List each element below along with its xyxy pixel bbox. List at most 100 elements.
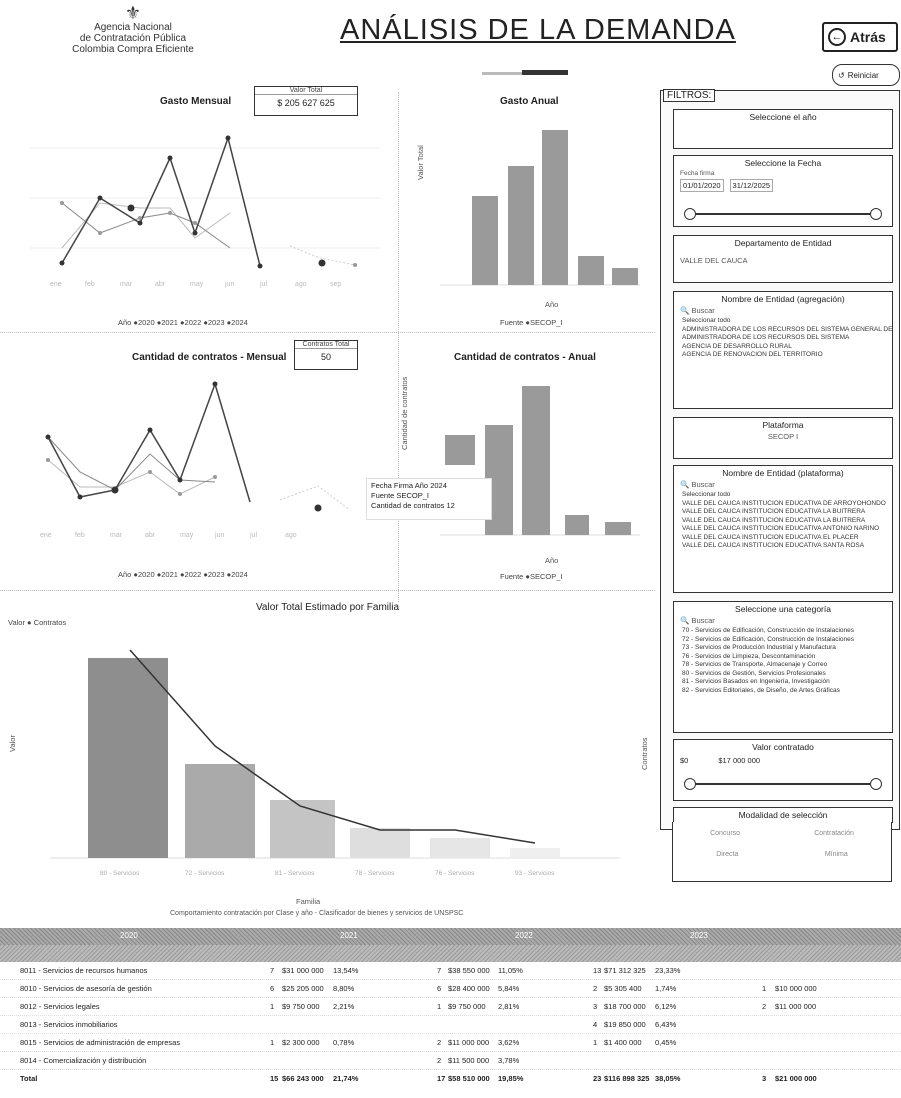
org-name-line2: de Contratación Pública [79, 33, 187, 44]
list-item[interactable]: AGENCIA DE RENOVACIÓN DEL TERRITORIO [682, 351, 823, 358]
svg-text:ago: ago [285, 532, 297, 539]
category-filter[interactable]: Seleccione una categoría 🔍 Buscar 70 - S… [673, 601, 893, 733]
annual-contracts-title: Cantidad de contratos - Anual [454, 352, 596, 363]
list-item[interactable]: 82 - Servicios Editoriales, de Diseño, d… [682, 686, 840, 694]
family-chart-title: Valor Total Estimado por Familia [256, 602, 400, 613]
table-cell: $9 750 000 [448, 1002, 486, 1011]
filters-header: FILTROS: [663, 89, 716, 102]
row-label: 8010 - Servicios de asesoría de gestión [20, 984, 152, 993]
list-item[interactable]: ADMINISTRADORA DE LOS RECURSOS DEL SISTE… [682, 334, 850, 341]
svg-text:sep: sep [330, 281, 341, 288]
table-cell: 1 [437, 1002, 442, 1011]
svg-text:jun: jun [224, 281, 234, 288]
svg-text:feb: feb [75, 532, 85, 539]
family-chart-ylabel: Valor [8, 735, 17, 752]
year-header: 2023 [690, 931, 708, 940]
total-contracts-card: Contratos Total 50 [294, 340, 358, 370]
table-cell: $66 243 000 [282, 1074, 324, 1083]
platform-filter[interactable]: Plataforma SECOP I [673, 417, 893, 459]
entity-search[interactable]: 🔍 Buscar [680, 306, 715, 315]
family-chart-xlabel: Familia [296, 897, 321, 906]
table-cell: 23 [593, 1074, 602, 1083]
entity-platform-filter-title: Nombre de Entidad (plataforma) [722, 468, 844, 478]
date-slider-end-handle[interactable] [870, 208, 882, 220]
table-caption: Comportamiento contratación por Clase y … [170, 910, 464, 917]
entity-platform-search[interactable]: 🔍 Buscar [680, 480, 715, 489]
svg-text:abr: abr [145, 532, 156, 539]
svg-text:ene: ene [40, 532, 52, 539]
total-value-card: Valor Total $ 205 627 625 [254, 86, 358, 116]
svg-text:may: may [190, 281, 204, 288]
list-item[interactable]: Seleccionar todo [682, 491, 731, 498]
list-item[interactable]: VALLE DEL CAUCA INSTITUCION EDUCATIVA SA… [682, 542, 865, 549]
table-cell: 4 [593, 1020, 598, 1029]
table-cell: 2,81% [498, 1002, 520, 1011]
value-slider-max-handle[interactable] [870, 778, 882, 790]
date-slider-start-handle[interactable] [684, 208, 696, 220]
list-item[interactable]: 73 - Servicios de Producción Industrial … [682, 644, 836, 651]
value-filter[interactable]: Valor contratado $0 $17 000 000 [673, 739, 893, 801]
year-filter[interactable]: Seleccione el año [673, 109, 893, 149]
list-item[interactable]: VALLE DEL CAUCA INSTITUCION EDUCATIVA LA… [682, 508, 866, 515]
row-label: 8014 - Comercialización y distribución [20, 1056, 147, 1065]
svg-text:78 - Servicios: 78 - Servicios [355, 870, 395, 877]
list-item[interactable]: 72 - Servicios de Edificación, Construcc… [682, 635, 854, 643]
org-name-line1: Agencia Nacional [94, 22, 172, 33]
list-item[interactable]: 70 - Servicios de Edificación, Construcc… [682, 627, 854, 634]
tooltip-count: Cantidad de contratos 12 [371, 501, 455, 510]
table-cell: 2 [437, 1038, 442, 1047]
department-filter[interactable]: Departamento de Entidad VALLE DEL CAUCA [673, 235, 893, 283]
svg-text:mar: mar [110, 532, 123, 539]
row-label: 8015 - Servicios de administración de em… [20, 1038, 181, 1047]
back-button-label: Atrás [850, 29, 886, 45]
entity-filter[interactable]: Nombre de Entidad (agregación) 🔍 Buscar … [673, 291, 893, 409]
reset-button[interactable]: ↺ Reiniciar [832, 64, 900, 86]
modality-option[interactable]: Concurso [710, 830, 741, 837]
list-item[interactable]: VALLE DEL CAUCA INSTITUCION EDUCATIVA LA… [682, 516, 866, 524]
modality-filter[interactable]: Modalidad de selección [673, 807, 893, 823]
value-slider[interactable] [684, 778, 882, 790]
table-cell: 2 [593, 984, 598, 993]
list-item[interactable]: Seleccionar todo [682, 317, 731, 324]
back-button[interactable]: ← Atrás [822, 22, 898, 52]
modality-option[interactable]: Contratación [814, 830, 854, 837]
table-cell: $25 205 000 [282, 984, 324, 993]
list-item[interactable]: VALLE DEL CAUCA INSTITUCION EDUCATIVA DE… [682, 499, 886, 507]
table-cell: 6 [270, 984, 275, 993]
table-cell: 3,62% [498, 1038, 520, 1047]
department-value: VALLE DEL CAUCA [680, 256, 748, 265]
list-item[interactable]: ADMINISTRADORA DE LOS RECURSOS DEL SISTE… [682, 325, 892, 333]
list-item[interactable]: 76 - Servicios de Limpieza, Descontamina… [682, 652, 816, 660]
list-item[interactable]: VALLE DEL CAUCA INSTITUCION EDUCATIVA EL… [682, 533, 859, 541]
date-to-input[interactable]: 31/12/2025 [729, 179, 774, 192]
table-cell: $18 700 000 [604, 1002, 646, 1011]
date-from-input[interactable]: 01/01/2020 [680, 179, 724, 192]
list-item[interactable]: 81 - Servicios Basados en Ingeniería, In… [682, 678, 830, 685]
table-row: 8012 - Servicios legales 1 $9 750 000 2,21%… [0, 998, 901, 1016]
table-cell: $21 000 000 [775, 1074, 817, 1083]
entity-platform-filter[interactable]: Nombre de Entidad (plataforma) 🔍 Buscar … [673, 465, 893, 593]
coat-of-arms-icon: ⚜ [124, 3, 142, 23]
table-total-row: Total 15 $66 243 000 21,74% 17 $58 510 000 19,… [0, 1070, 901, 1088]
page-indicator [482, 62, 572, 75]
category-list: 70 - Servicios de Edificación, Construcc… [674, 627, 892, 695]
svg-text:jul: jul [249, 532, 257, 539]
entity-filter-title: Nombre de Entidad (agregación) [721, 294, 845, 304]
date-slider[interactable] [684, 208, 882, 220]
date-filter[interactable]: Seleccione la Fecha Fecha firma 01/01/20… [673, 155, 893, 227]
modality-option[interactable]: Directa [716, 851, 739, 858]
svg-text:jul: jul [259, 281, 267, 288]
family-chart-legend: Valor ● Contratos [8, 618, 67, 627]
category-search[interactable]: 🔍 Buscar [680, 616, 715, 625]
list-item[interactable]: 80 - Servicios de Gestión, Servicios Pro… [682, 669, 826, 677]
list-item[interactable]: VALLE DEL CAUCA INSTITUCION EDUCATIVA AN… [682, 525, 880, 532]
value-slider-min-handle[interactable] [684, 778, 696, 790]
modality-option[interactable]: Mínima [824, 851, 848, 858]
list-item[interactable]: AGENCIA DE DESARROLLO RURAL [682, 342, 792, 350]
annual-spend-bar-2022 [542, 130, 568, 285]
annual-contracts-source: Fuente ●SECOP_I [500, 572, 563, 581]
entity-platform-search-label: Buscar [691, 480, 715, 489]
annual-spend-chart [440, 130, 640, 286]
family-contracts-line [129, 649, 536, 844]
list-item[interactable]: 78 - Servicios de Transporte, Almacenaje… [682, 661, 828, 668]
